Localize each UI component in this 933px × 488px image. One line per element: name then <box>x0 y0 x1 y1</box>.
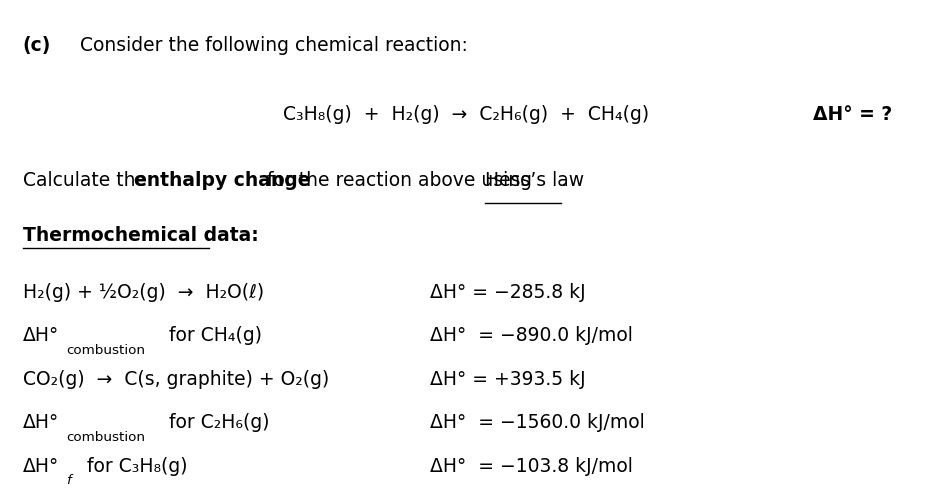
Text: H₂(g) + ½O₂(g)  →  H₂O(ℓ): H₂(g) + ½O₂(g) → H₂O(ℓ) <box>22 283 264 302</box>
Text: Consider the following chemical reaction:: Consider the following chemical reaction… <box>74 36 467 55</box>
Text: Calculate the: Calculate the <box>22 171 153 190</box>
Text: f: f <box>66 473 71 486</box>
Text: for the reaction above using: for the reaction above using <box>261 171 538 190</box>
Text: ΔH° = −285.8 kJ: ΔH° = −285.8 kJ <box>429 283 585 302</box>
Text: enthalpy change: enthalpy change <box>133 171 310 190</box>
Text: for CH₄(g): for CH₄(g) <box>163 326 262 345</box>
Text: ΔH°: ΔH° <box>22 326 59 345</box>
Text: ΔH°  = −890.0 kJ/mol: ΔH° = −890.0 kJ/mol <box>429 326 633 345</box>
Text: ΔH° = +393.5 kJ: ΔH° = +393.5 kJ <box>429 369 585 388</box>
Text: combustion: combustion <box>66 430 146 443</box>
Text: ΔH°  = −1560.0 kJ/mol: ΔH° = −1560.0 kJ/mol <box>429 412 645 431</box>
Text: .: . <box>561 171 566 190</box>
Text: Thermochemical data:: Thermochemical data: <box>22 225 258 244</box>
Text: combustion: combustion <box>66 343 146 356</box>
Text: CO₂(g)  →  C(s, graphite) + O₂(g): CO₂(g) → C(s, graphite) + O₂(g) <box>22 369 329 388</box>
Text: ΔH°  = −103.8 kJ/mol: ΔH° = −103.8 kJ/mol <box>429 456 633 475</box>
Text: for C₂H₆(g): for C₂H₆(g) <box>163 412 270 431</box>
Text: ΔH°: ΔH° <box>22 412 59 431</box>
Text: C₃H₈(g)  +  H₂(g)  →  C₂H₆(g)  +  CH₄(g): C₃H₈(g) + H₂(g) → C₂H₆(g) + CH₄(g) <box>284 104 649 123</box>
Text: for C₃H₈(g): for C₃H₈(g) <box>81 456 188 475</box>
Text: ΔH°: ΔH° <box>22 456 59 475</box>
Text: ΔH° = ?: ΔH° = ? <box>814 104 893 123</box>
Text: Hess’s law: Hess’s law <box>485 171 584 190</box>
Text: (c): (c) <box>22 36 51 55</box>
